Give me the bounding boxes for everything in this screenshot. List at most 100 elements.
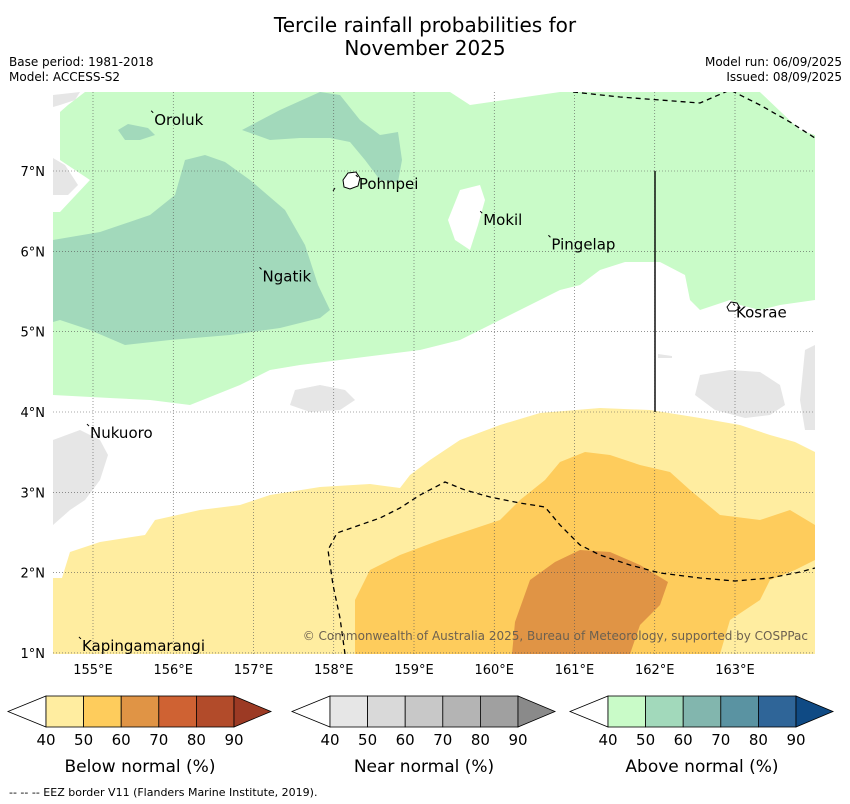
issued-date: Issued: 08/09/2025 [726,70,842,84]
legend-swatch [720,695,759,728]
legend-swatch [120,695,160,728]
legend-under-arrow [6,695,47,728]
legend-under-arrow [290,695,331,728]
lon-tick-label: 162°E [635,663,675,678]
legend-tick-label: 50 [74,731,93,749]
lat-tick-label: 1°N [21,647,46,662]
title-line-2: November 2025 [344,36,506,60]
legend-swatch [479,695,519,728]
legend-tick-label: 40 [36,731,55,749]
lon-tick-label: 160°E [474,663,514,678]
legend-tick-label: 90 [224,731,243,749]
copyright-notice: © Commonwealth of Australia 2025, Bureau… [303,629,808,643]
eez-borders [327,92,815,654]
legend-swatch [329,695,368,728]
lon-tick-label: 158°E [314,663,354,678]
place-marker [150,110,154,114]
legend-swatch [442,695,481,728]
place-marker [86,423,90,427]
legend-tick-label: 60 [112,731,131,749]
legend-swatch [404,695,444,728]
pohnpei-islet [332,187,336,192]
legend-tick-label: 40 [598,731,617,749]
legend-swatch [158,695,197,728]
lon-tick-label: 159°E [394,663,434,678]
legend-tick-label: 70 [149,731,168,749]
legend-tick-label: 80 [749,731,768,749]
place-label: Mokil [483,211,522,229]
lon-tick-label: 161°E [555,663,595,678]
graticule [53,92,815,654]
legend-tick-label: 40 [320,731,339,749]
place-labels: Oroluk Pohnpei Mokil Pingelap Ngatik Kosrae Nu… [78,110,787,655]
place-label: Nukuoro [90,424,153,442]
legend-swatch [682,695,722,728]
near-normal-patch-4 [695,370,785,418]
near-normal-patch-6 [53,430,108,525]
lat-tick-label: 2°N [21,567,46,582]
legend-1: 40 50 60 70 80 90 Below normal (%) [6,695,273,777]
near-normal-patch-5 [800,345,815,430]
legend-swatch [195,695,235,728]
model-name: Model: ACCESS-S2 [9,70,121,84]
title-line-1: Tercile rainfall probabilities for [273,13,577,37]
place-marker [259,267,262,270]
lat-tick-label: 6°N [21,245,46,260]
lon-tick-label: 163°E [715,663,755,678]
legend-tick-label: 90 [786,731,805,749]
legend-title: Near normal (%) [354,757,494,777]
place-label: Kosrae [736,304,787,322]
legend-3: 40 50 60 70 80 90 Above normal (%) [568,695,835,777]
place-label: Kapingamarangi [82,637,205,655]
legend-tick-label: 70 [711,731,730,749]
above-normal-50-region-3 [118,124,155,140]
legend-tick-label: 50 [636,731,655,749]
lon-tick-label: 157°E [234,663,274,678]
place-marker [479,210,483,214]
legend-over-arrow [517,695,557,728]
probability-fields [53,92,815,654]
place-marker [548,234,551,238]
base-period: Base period: 1981-2018 [9,55,154,69]
legend-title: Above normal (%) [625,757,778,777]
kosrae-island-outline [726,301,741,312]
place-marker [732,303,736,306]
footer-note: -- -- -- EEZ border V11 (Flanders Marine… [9,786,318,799]
near-normal-patch-7 [658,354,672,358]
near-normal-patch-2 [53,158,78,195]
lat-tick-label: 3°N [21,486,46,501]
place-marker [355,174,359,178]
legends: 40 50 60 70 80 90 Below normal (%) 40 50 60 70 80 90… [6,695,835,777]
legend-title: Below normal (%) [65,757,216,777]
meta-right: Model run: 06/09/2025 Issued: 08/09/2025 [705,55,842,85]
legend-over-arrow [233,695,273,728]
eez-border-south [327,481,815,654]
lon-tick-label: 155°E [73,663,113,678]
lat-tick-label: 4°N [21,406,46,421]
above-normal-50-region-2 [242,92,402,182]
place-label: Pingelap [551,235,615,253]
legend-2: 40 50 60 70 80 90 Near normal (%) [290,695,557,777]
legend-tick-label: 80 [187,731,206,749]
legend-tick-label: 50 [358,731,377,749]
near-normal-patch-3 [290,385,355,412]
above-normal-50-region [53,155,330,345]
near-neutral-hole-2 [700,92,815,135]
legend-tick-label: 70 [433,731,452,749]
lon-tick-label: 156°E [153,663,193,678]
map-title: Tercile rainfall probabilities for Novem… [0,14,850,60]
legend-tick-label: 60 [674,731,693,749]
near-neutral-hole [448,185,485,250]
legend-tick-label: 60 [396,731,415,749]
model-run: Model run: 06/09/2025 [704,55,842,69]
lat-tick-label: 5°N [21,326,46,341]
legend-tick-label: 80 [471,731,490,749]
meta-left: Base period: 1981-2018 Model: ACCESS-S2 [9,55,154,85]
place-label: Ngatik [263,267,312,285]
legend-swatch [645,695,684,728]
below-normal-60-region [512,550,668,654]
legend-under-arrow [568,695,609,728]
place-marker [78,636,82,640]
legend-over-arrow [795,695,835,728]
